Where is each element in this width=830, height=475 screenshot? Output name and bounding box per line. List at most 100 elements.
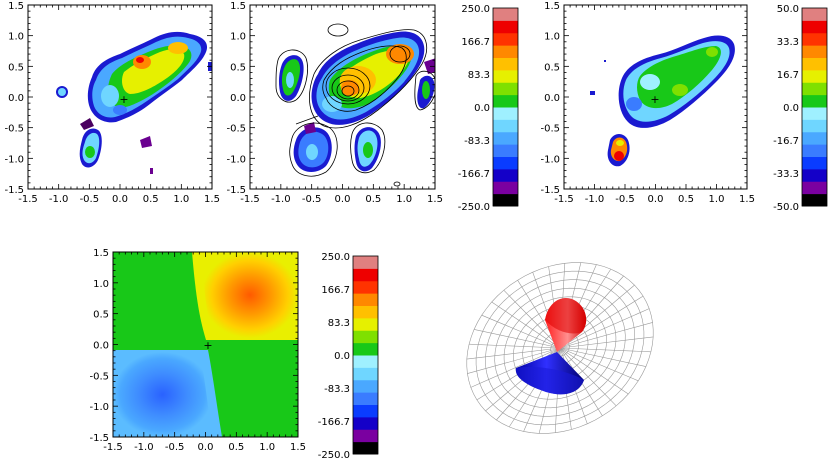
x-tick-label: 1.5 (290, 442, 306, 453)
colorbar-swatch (353, 268, 378, 282)
blob-cyan-core (640, 74, 660, 90)
colorbar-swatch (353, 379, 378, 393)
x-tick-label: -1.0 (271, 194, 291, 205)
blob-main-yellow (122, 49, 185, 94)
y-tick-label: 0.0 (544, 93, 560, 104)
colorbar-swatch (802, 32, 827, 46)
colorbar-swatch (802, 144, 827, 157)
colorbar-swatch (353, 429, 378, 443)
x-tick-label: -0.5 (302, 194, 322, 205)
colorbar-swatch (493, 82, 518, 96)
panel-observed-2-blobs (275, 23, 435, 187)
colorbar-swatch (802, 57, 827, 71)
x-tick-label: 1.0 (709, 194, 725, 205)
colorbar-swatch (493, 156, 518, 170)
mesh-spoke (467, 347, 561, 374)
colorbar-swatch (353, 280, 378, 294)
blob-orange-2 (168, 42, 188, 54)
y-tick-label: 0.5 (93, 310, 109, 321)
x-tick-label: 0.5 (228, 442, 244, 453)
x-tick-label: 0.0 (112, 194, 128, 205)
panel-model: + -1.5 -1.0 -0.5 0.0 0.5 1.0 1.5 -1.5 -1.0 -0.5 0.… (89, 248, 305, 453)
y-tick-label: 1.5 (8, 1, 24, 12)
colorbar-swatch (353, 416, 378, 430)
x-tick-label: 1.5 (427, 194, 443, 205)
blob-lower-mid-green (363, 142, 373, 158)
mesh-spoke (469, 343, 561, 349)
mesh-spoke (559, 347, 629, 395)
colorbar-label: -50.0 (773, 202, 799, 213)
colorbar-swatch (493, 32, 518, 46)
x-tick-label: -1.5 (554, 194, 574, 205)
y-tick-label: 1.5 (544, 1, 560, 12)
blob-yellow-2 (672, 84, 688, 96)
y-tick-label: -1.0 (4, 154, 24, 165)
y-tick-label: 1.0 (230, 32, 246, 43)
mesh-spoke (559, 336, 654, 349)
colorbar-swatch (493, 131, 518, 145)
colorbar-label: -166.7 (318, 417, 350, 428)
y-tick-label: -1.0 (540, 154, 560, 165)
panel-model-axes: -1.5 -1.0 -0.5 0.0 0.5 1.0 1.5 -1.5 -1.0 -0.5 0.0 0… (89, 248, 305, 453)
x-tick-label: -1.0 (585, 194, 605, 205)
colorbar-swatch (802, 181, 827, 195)
colorbar-frame (352, 255, 379, 455)
blob-lower-yellow (616, 140, 624, 146)
blob-orange-right (386, 44, 414, 64)
mesh-spoke (559, 347, 646, 367)
y-tick-label: -0.5 (4, 124, 24, 135)
mesh-spoke (481, 314, 561, 349)
blob-top-left-cyan (286, 72, 294, 88)
blob-lower-red (614, 151, 624, 161)
colorbar-swatch (493, 57, 518, 71)
blob-purple-4 (150, 168, 153, 174)
x-tick-label: 0.0 (198, 442, 214, 453)
x-tick-label: 1.5 (739, 194, 755, 205)
colorbar-swatch (353, 293, 378, 306)
colorbar-label: -83.3 (324, 384, 350, 395)
colorbar-swatch (353, 305, 378, 319)
colorbar-label: 0.0 (783, 103, 799, 114)
mesh-spoke (559, 295, 644, 349)
blob-cyan-1 (101, 85, 119, 107)
blob-yellow-1 (706, 47, 718, 57)
colorbar-label: 250.0 (321, 252, 350, 263)
field-negative-core (113, 352, 212, 437)
colorbar-swatch (802, 8, 827, 21)
cone-lobe-red (545, 298, 587, 352)
x-tick-label: 0.5 (143, 194, 159, 205)
y-tick-label: 1.0 (93, 279, 109, 290)
colorbar-label: 0.0 (474, 103, 490, 114)
colorbar-swatch (802, 156, 827, 170)
blob-lower-left-green (85, 146, 95, 158)
colorbar-swatch (353, 367, 378, 381)
x-tick-label: 1.0 (173, 194, 189, 205)
colorbar-swatch (802, 168, 827, 182)
colorbar-label: 0.0 (334, 351, 350, 362)
y-tick-label: -0.5 (540, 124, 560, 135)
field-positive-core (202, 252, 298, 338)
blob-purple-low (304, 122, 316, 134)
x-tick-label: -1.5 (18, 194, 38, 205)
colorbar-swatch (493, 107, 518, 120)
x-tick-label: -0.5 (165, 442, 185, 453)
x-tick-label: 0.0 (648, 194, 664, 205)
y-tick-label: 1.0 (8, 32, 24, 43)
colorbar-swatch (802, 69, 827, 83)
colorbar-swatch (353, 317, 378, 331)
colorbar-swatch (802, 45, 827, 58)
mesh-spoke (466, 347, 561, 360)
colorbar-swatch (802, 107, 827, 120)
y-tick-label: 0.0 (93, 341, 109, 352)
blob-lower-left-cyan (306, 144, 318, 160)
x-tick-label: 0.0 (335, 194, 351, 205)
panel-residual: + -1.5 -1.0 -0.5 0.0 0.5 1.0 1.5 -1.5 -1.0 -0.5 0.… (540, 1, 754, 205)
x-tick-label: -1.0 (49, 194, 69, 205)
mesh-spoke (559, 347, 617, 407)
x-tick-label: -1.5 (240, 194, 260, 205)
x-tick-label: 0.5 (365, 194, 381, 205)
colorbar-label: 50.0 (777, 4, 799, 15)
colorbar-swatch (353, 330, 378, 344)
x-tick-label: 1.5 (204, 194, 220, 205)
